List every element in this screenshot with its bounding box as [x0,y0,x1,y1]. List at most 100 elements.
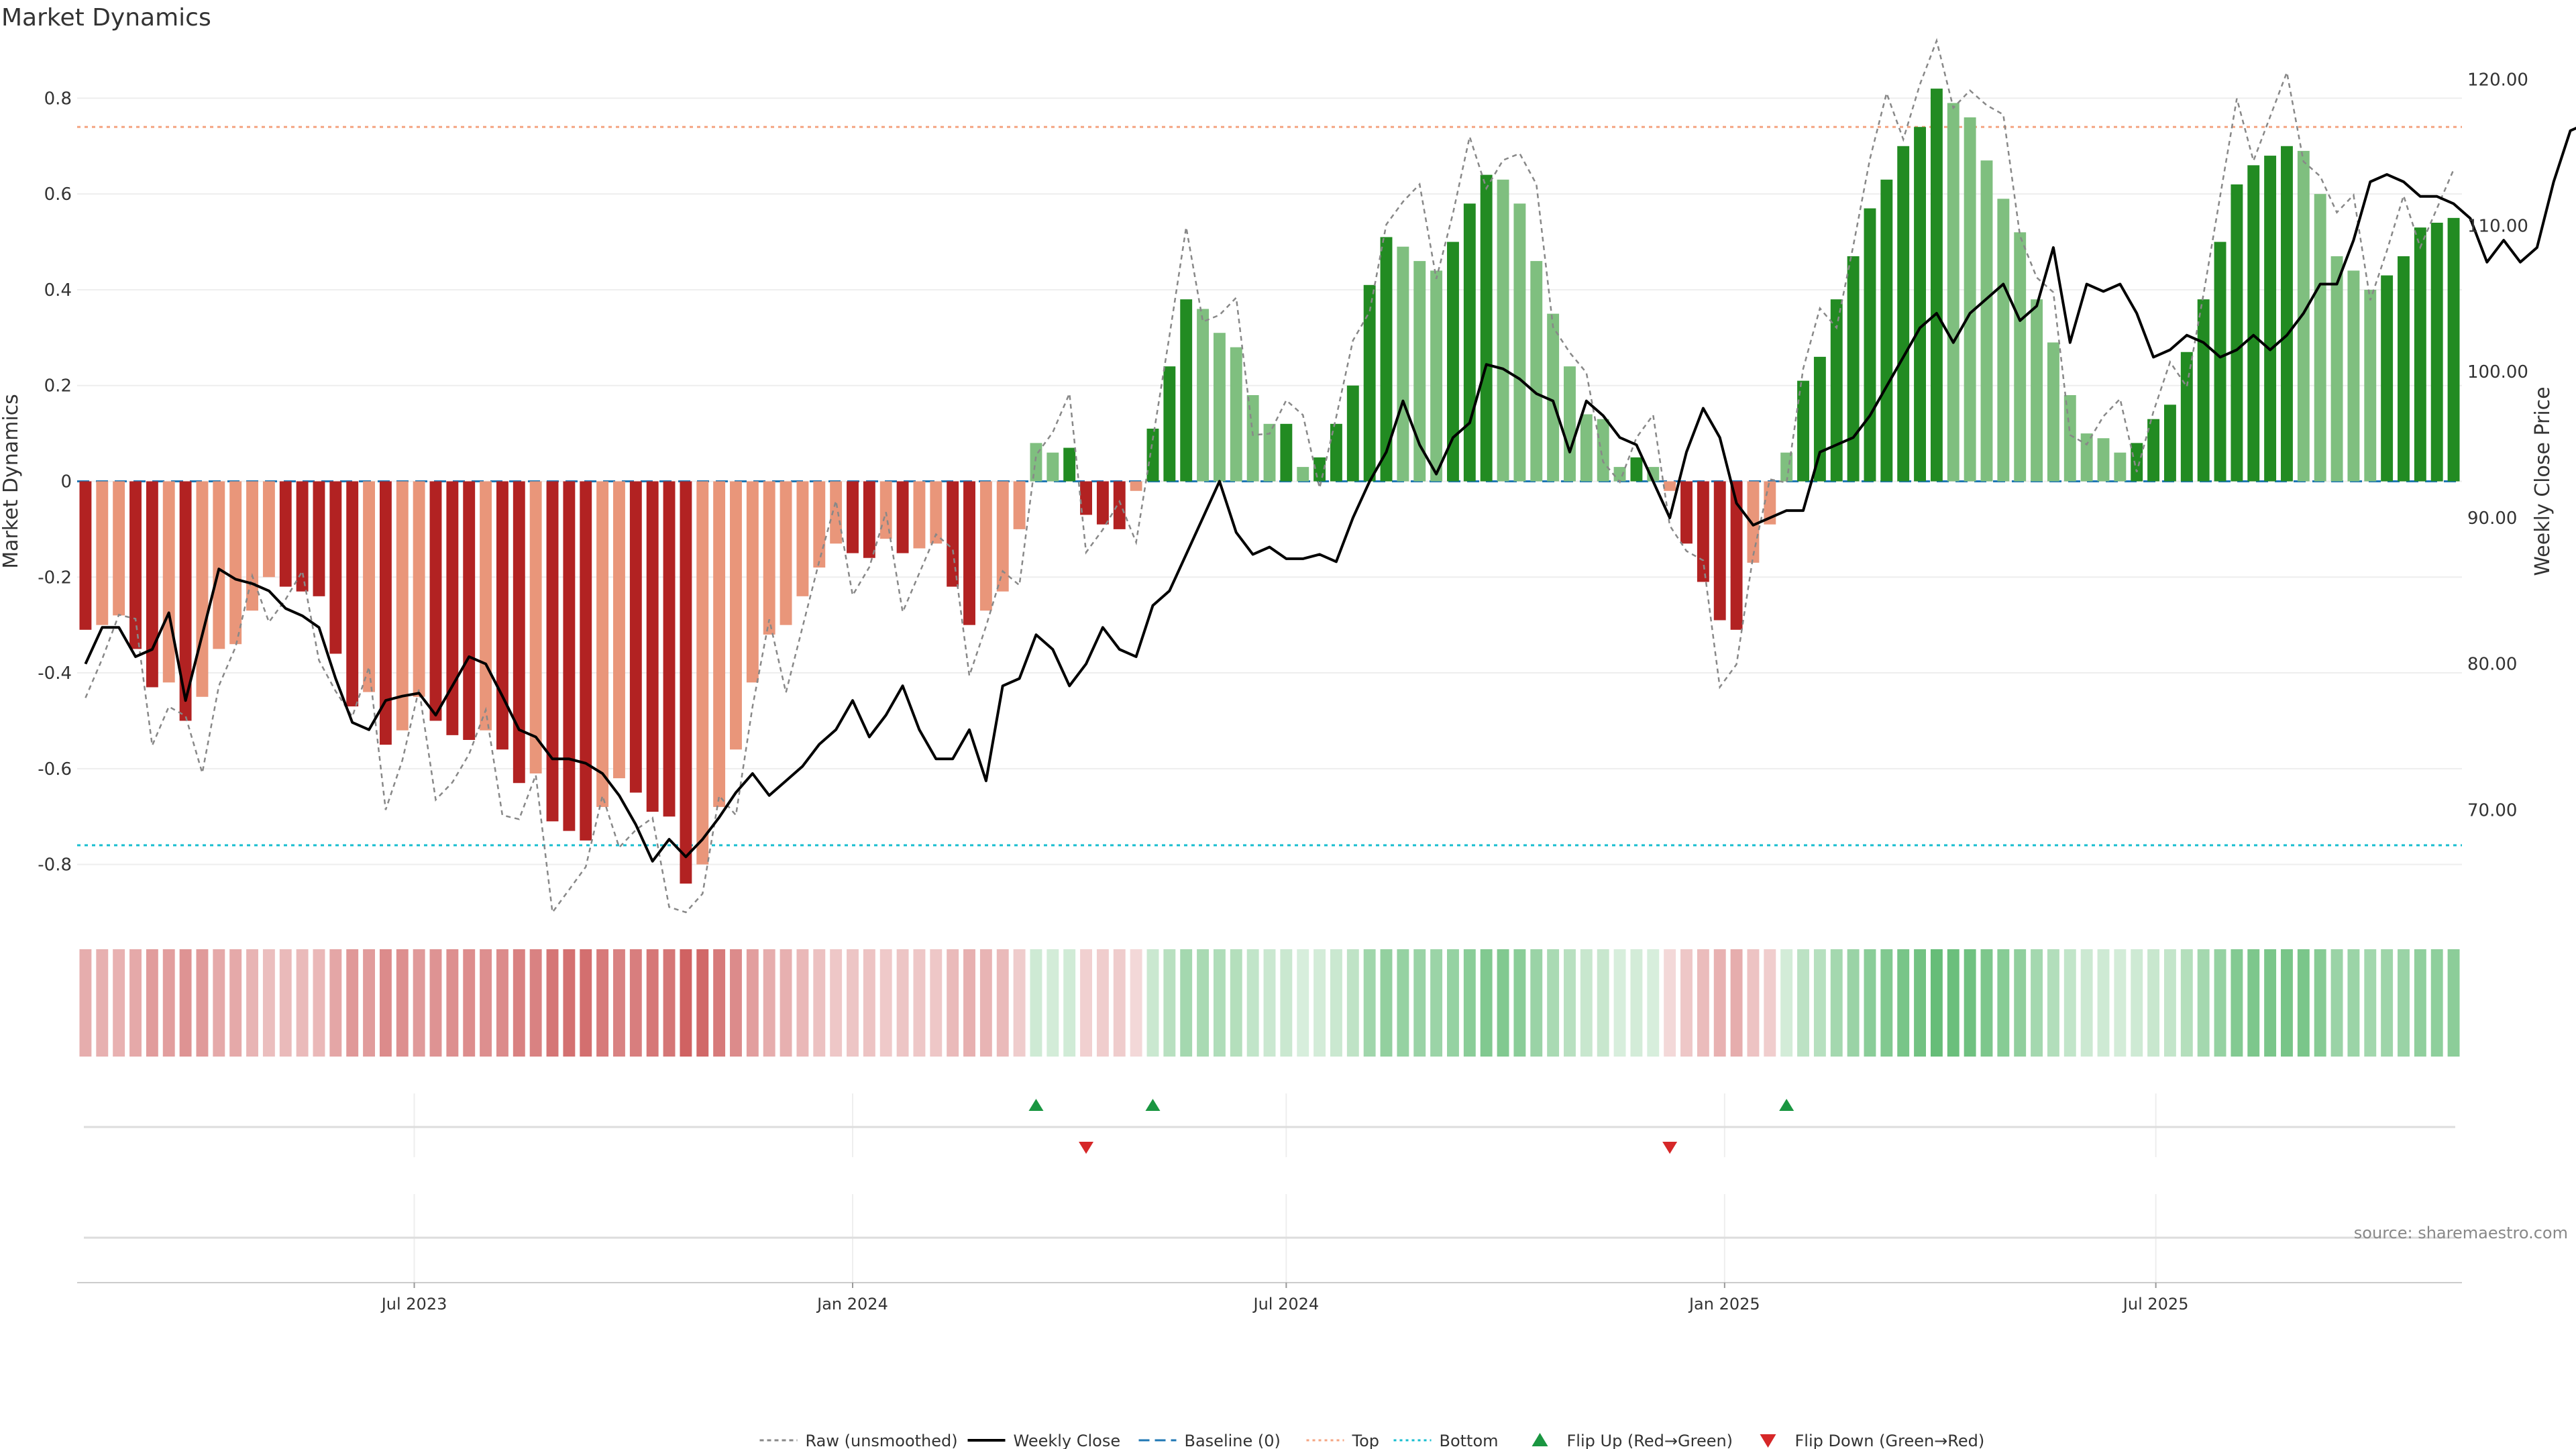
regime-cell [480,949,492,1057]
regime-cell [613,949,625,1057]
dynamics-bar [446,481,459,735]
dynamics-bar [2031,299,2043,482]
regime-cell [1530,949,1543,1057]
regime-cell [1480,949,1493,1057]
dynamics-bar [1113,481,1126,529]
dynamics-bar [129,481,142,649]
y-tick-label: -0.6 [38,759,72,780]
regime-cell [2097,949,2110,1057]
regime-cell [496,949,508,1057]
regime-cell [1113,949,1126,1057]
dynamics-bar [1513,203,1526,482]
dynamics-bar [346,481,359,707]
y2-tick-label: 100.00 [2467,362,2528,382]
regime-cell [746,949,759,1057]
x-tick-label: Jul 2023 [380,1295,447,1313]
regime-cell [1747,949,1760,1057]
regime-cell [1830,949,1843,1057]
regime-cell [1880,949,1893,1057]
regime-cell [730,949,742,1057]
regime-cell [763,949,775,1057]
dynamics-bar [96,481,109,625]
legend-label: Top [1352,1432,1380,1449]
dynamics-bar [1080,481,1092,515]
dynamics-bar [979,481,992,611]
regime-cell [513,949,525,1057]
dynamics-bar [1713,481,1726,621]
dynamics-bar [2180,352,2193,482]
regime-cell [146,949,158,1057]
regime-cell [979,949,992,1057]
regime-cell [2147,949,2160,1057]
regime-cell [1413,949,1426,1057]
dynamics-bar [1213,333,1226,482]
dynamics-bar [580,481,592,841]
dynamics-bar [379,481,392,745]
dynamics-bar [1697,481,1709,582]
dynamics-bar [2447,217,2460,482]
regime-cell [2131,949,2143,1057]
dynamics-bar [463,481,476,740]
dynamics-bar [546,481,559,822]
legend-item-flip-up: Flip Up (Red→Green) [1532,1432,1733,1449]
regime-cell [79,949,92,1057]
dynamics-bar [1246,395,1259,482]
dynamics-bar [1430,270,1443,482]
regime-cell [2180,949,2193,1057]
regime-cell [1246,949,1259,1057]
dynamics-bar [363,481,376,692]
legend-item-baseline: Baseline (0) [1138,1432,1281,1449]
regime-cell [162,949,175,1057]
regime-cell [1213,949,1226,1057]
dynamics-bar [1313,457,1326,482]
dynamics-bar [1280,423,1293,482]
x-tick-label: Jul 2025 [2122,1295,2189,1313]
regime-cell [213,949,225,1057]
regime-cell [1013,949,1026,1057]
regime-cell [1163,949,1176,1057]
regime-cell [379,949,392,1057]
regime-cell [2447,949,2460,1057]
x-tick-label: Jan 2025 [1688,1295,1760,1313]
dynamics-bar [1163,366,1176,482]
regime-cell [1280,949,1293,1057]
regime-cell [1080,949,1092,1057]
dynamics-bar [913,481,926,549]
dynamics-bar [996,481,1009,592]
regime-cell [1713,949,1726,1057]
dynamics-bar [2364,289,2377,482]
regime-cell [663,949,676,1057]
regime-cell [1363,949,1376,1057]
dynamics-bar [2080,433,2093,482]
dynamics-bar [1380,237,1393,482]
dynamics-bar [1330,423,1342,482]
dynamics-bar [1096,481,1109,525]
regime-cell [780,949,792,1057]
dynamics-bar [847,481,859,553]
flip-down-marker [1079,1142,1094,1154]
dynamics-bar [2314,194,2326,482]
dynamics-bar [396,481,409,731]
regime-cell [2214,949,2226,1057]
regime-cell [463,949,476,1057]
y2-tick-label: 80.00 [2467,655,2517,675]
dynamics-bar [2264,156,2277,482]
dynamics-bar [213,481,225,649]
dynamics-bar [896,481,909,553]
regime-cell [1346,949,1359,1057]
dynamics-bar [1664,481,1676,491]
regime-cell [2398,949,2410,1057]
flip-down-marker [1662,1142,1678,1154]
dynamics-bar [863,481,875,558]
regime-cell [229,949,242,1057]
dynamics-bar [146,481,158,688]
dynamics-bar [1830,299,1843,482]
dynamics-bar [1263,423,1276,482]
regime-cell [1046,949,1059,1057]
regime-cell [1463,949,1476,1057]
regime-cell [246,949,258,1057]
dynamics-bar [196,481,209,697]
regime-cell [580,949,592,1057]
legend-swatch [1760,1434,1776,1448]
dynamics-bar [930,481,943,544]
